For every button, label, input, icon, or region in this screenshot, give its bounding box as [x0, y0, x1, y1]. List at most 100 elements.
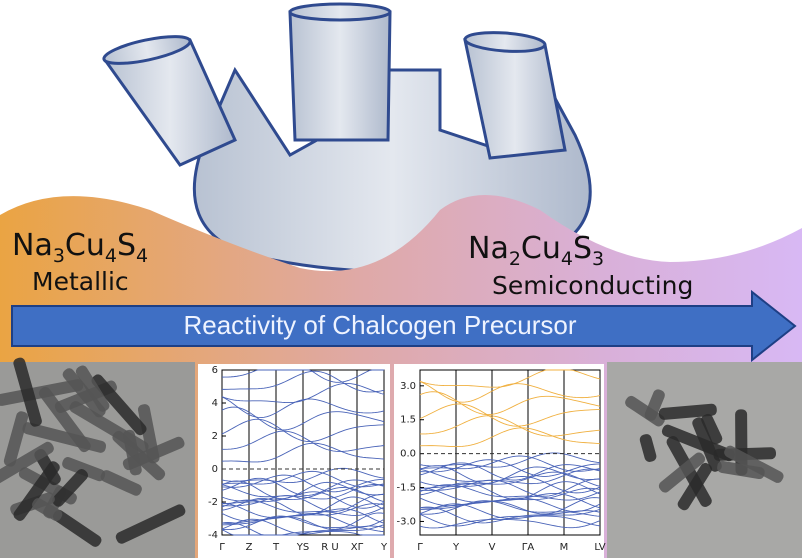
x-tick-label: Γ: [219, 542, 225, 553]
band: [419, 462, 601, 481]
rod: [639, 434, 657, 462]
y-tick-label: -4: [208, 530, 218, 541]
rod: [13, 461, 60, 521]
arrow: Reactivity of Chalcogen Precursor: [11, 289, 797, 363]
element: Na: [468, 231, 509, 266]
subscript: 3: [592, 248, 604, 270]
x-tick-label: ΓA: [522, 542, 535, 553]
y-tick-label: 3.0: [400, 381, 416, 392]
x-tick-label: Y: [380, 542, 388, 553]
y-tick-label: 0.0: [400, 449, 416, 460]
rod: [32, 498, 63, 522]
x-tick-label: YS: [296, 542, 309, 553]
y-tick-label: 4: [212, 398, 218, 409]
bands: [419, 369, 601, 529]
rod: [62, 368, 106, 418]
band: [221, 529, 384, 536]
rod: [3, 411, 29, 467]
band: [221, 370, 385, 393]
y-tick-label: 6: [212, 365, 218, 376]
x-tick-label: Y: [452, 542, 460, 553]
element: S: [117, 228, 136, 263]
right-formula: Na2Cu4S3: [468, 231, 604, 270]
rod: [677, 462, 713, 511]
x-tick-label: LV: [594, 542, 605, 553]
x-tick-label: R U: [321, 542, 338, 553]
rod: [13, 357, 42, 427]
band: [221, 470, 385, 488]
band: [419, 497, 601, 512]
band: [221, 480, 385, 500]
x-tick-label: Z: [246, 542, 253, 553]
rod: [52, 509, 102, 547]
band: [419, 369, 601, 388]
band: [419, 381, 601, 403]
band: [419, 478, 601, 497]
band: [221, 499, 385, 516]
band: [419, 391, 601, 416]
rod: [625, 395, 665, 427]
right-label: Semiconducting: [492, 271, 693, 300]
band: [419, 506, 601, 524]
subscript: 3: [53, 245, 65, 267]
rod: [717, 460, 765, 480]
band: [419, 415, 601, 437]
arrow-text: Reactivity of Chalcogen Precursor: [183, 310, 576, 340]
rod: [724, 445, 784, 483]
band: [419, 427, 601, 448]
bands: [221, 369, 385, 536]
band: [221, 512, 385, 530]
y-tick-label: -2: [208, 497, 218, 508]
band: [221, 406, 385, 431]
y-tick-label: -3.0: [396, 516, 416, 527]
band: [419, 484, 601, 501]
rod: [62, 457, 106, 482]
rod: [701, 413, 723, 445]
band: [221, 494, 385, 512]
rod: [0, 441, 54, 490]
band: [221, 483, 385, 500]
band: [419, 468, 601, 485]
band: [221, 396, 385, 419]
y-tick-label: 2: [212, 431, 218, 442]
band: [419, 459, 601, 477]
subscript: 2: [509, 248, 521, 270]
subscript: 4: [105, 245, 117, 267]
element: Cu: [65, 228, 105, 263]
rod: [658, 403, 717, 420]
element: S: [573, 231, 592, 266]
band: [419, 465, 601, 484]
band: [419, 497, 601, 515]
y-tick-label: -1.5: [396, 483, 416, 494]
rod: [658, 452, 706, 493]
band: [221, 382, 385, 404]
rod: [75, 365, 110, 412]
y-tick-label: 0: [212, 464, 218, 475]
band: [221, 474, 385, 493]
nanorods: [0, 357, 186, 547]
band: [221, 430, 385, 452]
x-tick-label: V: [489, 542, 496, 553]
band: [419, 518, 601, 529]
rod: [52, 468, 89, 507]
band: [419, 455, 601, 472]
rod: [122, 436, 185, 471]
element: Cu: [521, 231, 561, 266]
x-tick-label: M: [560, 542, 569, 553]
plot-frame: [419, 369, 601, 536]
subscript: 4: [561, 248, 573, 270]
x-tick-label: Γ: [417, 542, 423, 553]
band: [221, 521, 385, 536]
band: [221, 418, 385, 442]
band: [419, 403, 601, 427]
y-tick-label: 1.5: [400, 415, 416, 426]
band: [221, 369, 384, 383]
nanorods: [625, 389, 784, 511]
band: [221, 502, 385, 518]
x-tick-label: T: [272, 542, 280, 553]
subscript: 4: [136, 245, 148, 267]
element: Na: [12, 228, 53, 263]
band: [221, 477, 385, 496]
band: [221, 512, 385, 528]
